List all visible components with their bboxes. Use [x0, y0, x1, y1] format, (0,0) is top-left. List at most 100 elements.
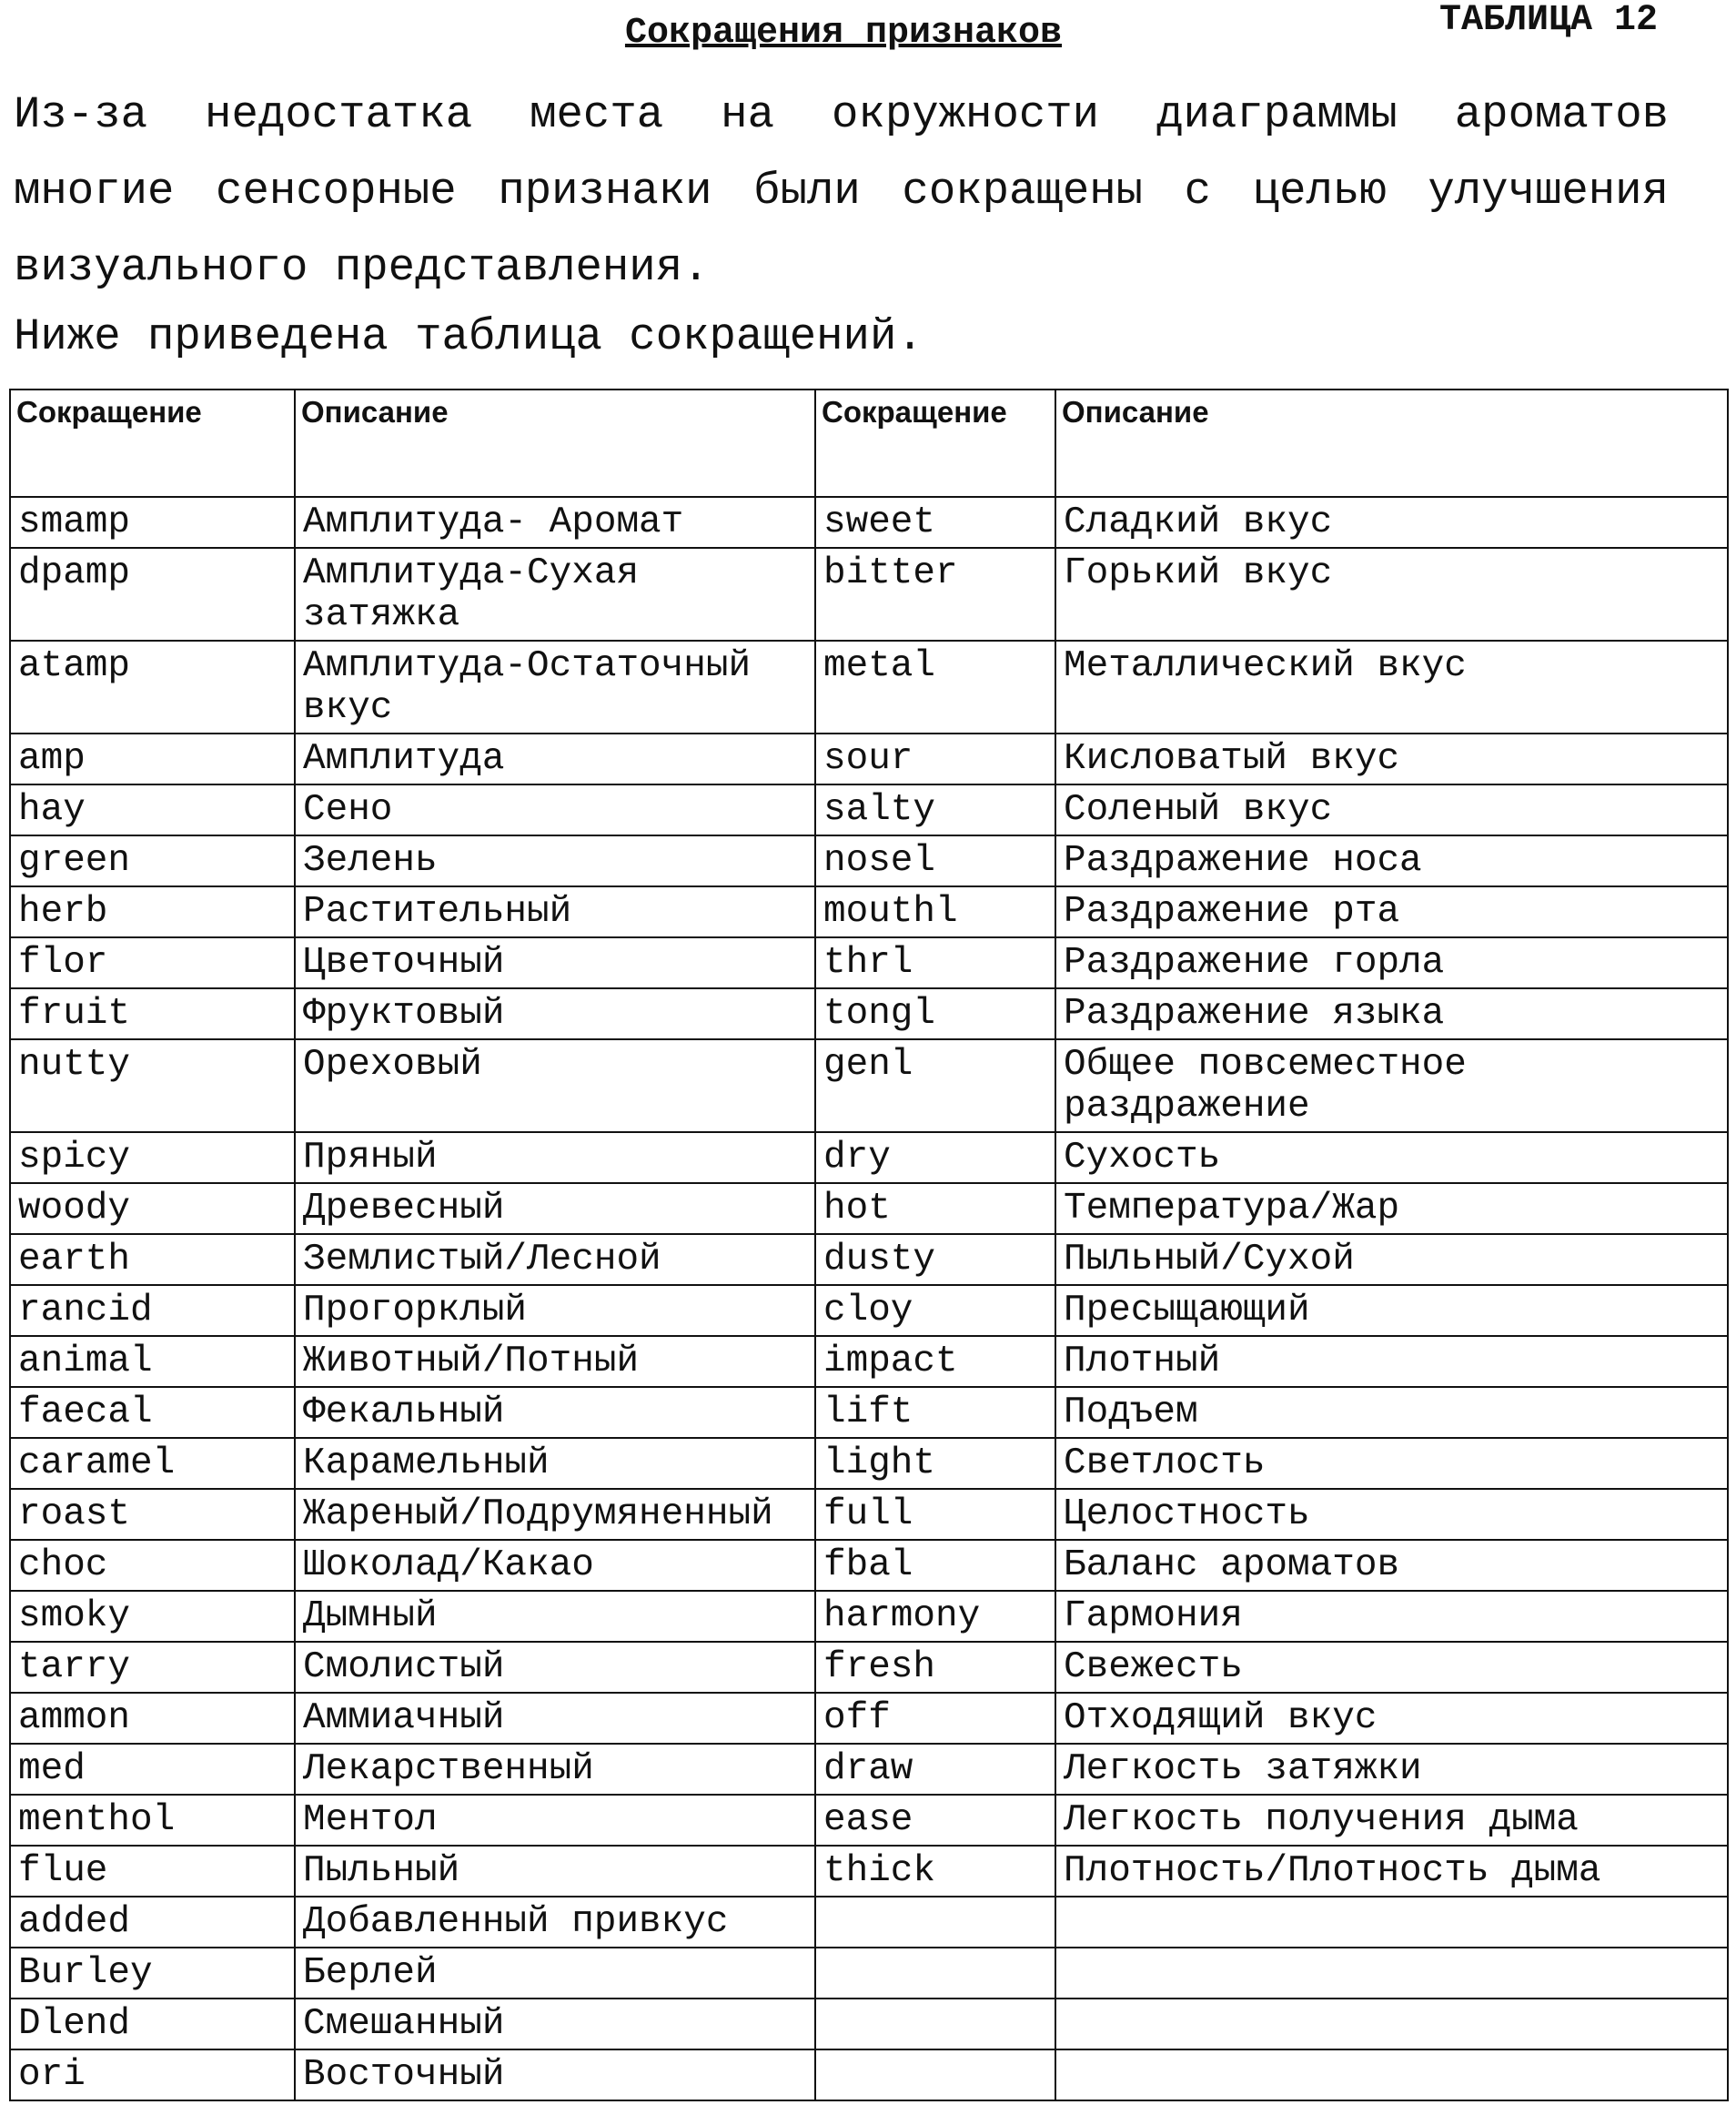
table-cell: thick: [815, 1846, 1055, 1897]
table-row: florЦветочныйthrlРаздражение горла: [10, 937, 1728, 988]
table-cell: Берлей: [295, 1948, 815, 1999]
table-cell: Ментол: [295, 1795, 815, 1846]
empty-cell: [1055, 1948, 1728, 1999]
table-cell: mouthl: [815, 886, 1055, 937]
column-header: Сокращение: [815, 390, 1055, 497]
table-row: rancidПрогорклыйcloyПресыщающий: [10, 1285, 1728, 1336]
table-cell: smoky: [10, 1591, 295, 1642]
table-cell: Амплитуда- Аромат: [295, 497, 815, 548]
table-row: atampАмплитуда-Остаточный вкусmetalМетал…: [10, 641, 1728, 734]
table-cell: draw: [815, 1744, 1055, 1795]
table-cell: Легкость затяжки: [1055, 1744, 1728, 1795]
table-cell: Амплитуда-Остаточный вкус: [295, 641, 815, 734]
table-cell: Животный/Потный: [295, 1336, 815, 1387]
table-cell: amp: [10, 734, 295, 784]
table-cell: Дымный: [295, 1591, 815, 1642]
table-cell: Соленый вкус: [1055, 784, 1728, 835]
table-cell: fruit: [10, 988, 295, 1039]
table-cell: nutty: [10, 1039, 295, 1132]
table-row: smampАмплитуда- АроматsweetСладкий вкус: [10, 497, 1728, 548]
table-row: woodyДревесныйhotТемпература/Жар: [10, 1183, 1728, 1234]
table-row: nuttyОреховыйgenlОбщее повсеместное разд…: [10, 1039, 1728, 1132]
table-cell: spicy: [10, 1132, 295, 1183]
table-row: tarryСмолистыйfreshСвежесть: [10, 1642, 1728, 1693]
table-cell: Подъем: [1055, 1387, 1728, 1438]
empty-cell: [1055, 1999, 1728, 2049]
table-cell: Легкость получения дыма: [1055, 1795, 1728, 1846]
table-cell: Растительный: [295, 886, 815, 937]
abbreviation-table: СокращениеОписаниеСокращениеОписание sma…: [9, 389, 1729, 2101]
table-cell: cloy: [815, 1285, 1055, 1336]
table-cell: hot: [815, 1183, 1055, 1234]
column-header: Описание: [295, 390, 815, 497]
table-cell: Целостность: [1055, 1489, 1728, 1540]
table-cell: Плотный: [1055, 1336, 1728, 1387]
table-cell: salty: [815, 784, 1055, 835]
table-row: medЛекарственныйdrawЛегкость затяжки: [10, 1744, 1728, 1795]
table-row: oriВосточный: [10, 2049, 1728, 2100]
table-cell: thrl: [815, 937, 1055, 988]
table-row: hayСеноsaltyСоленый вкус: [10, 784, 1728, 835]
column-header: Сокращение: [10, 390, 295, 497]
table-cell: added: [10, 1897, 295, 1948]
table-row: earthЗемлистый/ЛеснойdustyПыльный/Сухой: [10, 1234, 1728, 1285]
empty-cell: [815, 1948, 1055, 1999]
table-row: smokyДымныйharmonyГармония: [10, 1591, 1728, 1642]
table-cell: earth: [10, 1234, 295, 1285]
table-row: BurleyБерлей: [10, 1948, 1728, 1999]
table-cell: fresh: [815, 1642, 1055, 1693]
table-row: ammonАммиачныйoffОтходящий вкус: [10, 1693, 1728, 1744]
table-cell: dry: [815, 1132, 1055, 1183]
table-cell: light: [815, 1438, 1055, 1489]
table-label: ТАБЛИЦА 12: [1439, 0, 1658, 41]
table-cell: Карамельный: [295, 1438, 815, 1489]
table-cell: Раздражение языка: [1055, 988, 1728, 1039]
table-cell: Dlend: [10, 1999, 295, 2049]
table-cell: off: [815, 1693, 1055, 1744]
table-cell: Горький вкус: [1055, 548, 1728, 641]
table-row: ampАмплитудаsourКисловатый вкус: [10, 734, 1728, 784]
table-cell: flue: [10, 1846, 295, 1897]
table-cell: Фруктовый: [295, 988, 815, 1039]
table-cell: Жареный/Подрумяненный: [295, 1489, 815, 1540]
table-cell: Прогорклый: [295, 1285, 815, 1336]
table-cell: choc: [10, 1540, 295, 1591]
table-cell: smamp: [10, 497, 295, 548]
table-cell: Светлость: [1055, 1438, 1728, 1489]
table-cell: Амплитуда-Сухая затяжка: [295, 548, 815, 641]
table-row: spicyПряныйdryСухость: [10, 1132, 1728, 1183]
table-cell: Баланс ароматов: [1055, 1540, 1728, 1591]
table-cell: metal: [815, 641, 1055, 734]
table-row: herbРастительныйmouthlРаздражение рта: [10, 886, 1728, 937]
table-cell: hay: [10, 784, 295, 835]
table-row: faecalФекальныйliftПодъем: [10, 1387, 1728, 1438]
table-cell: herb: [10, 886, 295, 937]
table-cell: rancid: [10, 1285, 295, 1336]
column-header: Описание: [1055, 390, 1728, 497]
empty-cell: [815, 1897, 1055, 1948]
empty-cell: [815, 1999, 1055, 2049]
table-cell: faecal: [10, 1387, 295, 1438]
table-cell: Цветочный: [295, 937, 815, 988]
table-cell: flor: [10, 937, 295, 988]
table-row: animalЖивотный/ПотныйimpactПлотный: [10, 1336, 1728, 1387]
table-cell: ease: [815, 1795, 1055, 1846]
table-row: mentholМентолeaseЛегкость получения дыма: [10, 1795, 1728, 1846]
table-cell: lift: [815, 1387, 1055, 1438]
table-cell: tarry: [10, 1642, 295, 1693]
paragraph: Ниже приведена таблица сокращений.: [14, 309, 1669, 364]
table-row: caramelКарамельныйlightСветлость: [10, 1438, 1728, 1489]
table-row: fruitФруктовыйtonglРаздражение языка: [10, 988, 1728, 1039]
table-row: roastЖареный/ПодрумяненныйfullЦелостност…: [10, 1489, 1728, 1540]
table-cell: Раздражение горла: [1055, 937, 1728, 988]
table-cell: ammon: [10, 1693, 295, 1744]
table-cell: Смолистый: [295, 1642, 815, 1693]
table-cell: med: [10, 1744, 295, 1795]
table-cell: Раздражение рта: [1055, 886, 1728, 937]
table-cell: dpamp: [10, 548, 295, 641]
header-row: СокращениеОписаниеСокращениеОписание: [10, 390, 1728, 497]
table-cell: Сладкий вкус: [1055, 497, 1728, 548]
table-cell: Сухость: [1055, 1132, 1728, 1183]
paragraph: Из-за недостатка места на окружности диа…: [14, 76, 1669, 306]
